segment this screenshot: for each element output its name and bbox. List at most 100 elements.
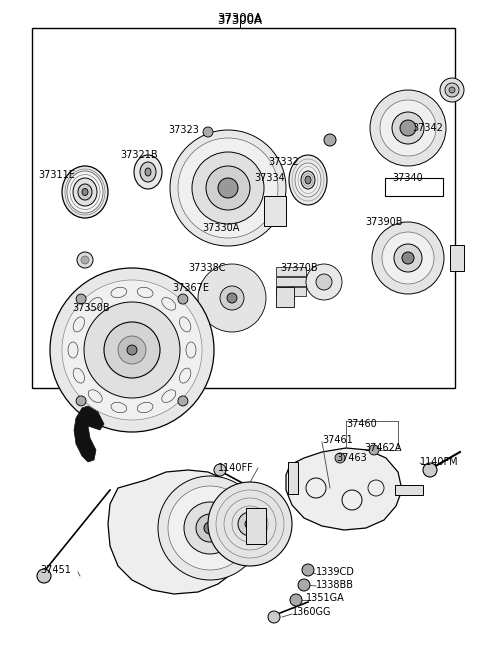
Circle shape [302, 564, 314, 576]
Polygon shape [168, 142, 284, 242]
Bar [288, 462, 298, 494]
Circle shape [77, 252, 93, 268]
Ellipse shape [78, 184, 92, 200]
Text: 37461: 37461 [322, 435, 353, 445]
Polygon shape [354, 82, 454, 172]
Circle shape [449, 87, 455, 93]
Circle shape [196, 514, 224, 542]
Bar [450, 245, 464, 271]
Circle shape [127, 345, 137, 355]
Circle shape [369, 445, 379, 455]
Circle shape [50, 268, 214, 432]
Text: 37390B: 37390B [365, 217, 403, 227]
Circle shape [372, 222, 444, 294]
Circle shape [192, 152, 264, 224]
Circle shape [382, 232, 434, 284]
Text: 37460: 37460 [346, 419, 377, 429]
Circle shape [170, 130, 286, 246]
Circle shape [290, 594, 302, 606]
Circle shape [178, 294, 188, 304]
Circle shape [198, 264, 266, 332]
Circle shape [394, 244, 422, 272]
Bar [32, 28, 455, 388]
Text: 1140FM: 1140FM [420, 457, 458, 467]
Polygon shape [192, 120, 222, 142]
Text: 37451: 37451 [40, 565, 71, 575]
Circle shape [211, 297, 221, 307]
Text: 37340: 37340 [392, 173, 423, 183]
Circle shape [214, 464, 226, 476]
Circle shape [81, 256, 89, 264]
Circle shape [76, 294, 86, 304]
Circle shape [168, 486, 252, 570]
Text: 1140FF: 1140FF [218, 463, 254, 473]
Circle shape [245, 519, 255, 529]
Circle shape [316, 274, 332, 290]
Circle shape [402, 252, 414, 264]
Ellipse shape [301, 171, 315, 189]
Ellipse shape [140, 162, 156, 182]
Text: 1339CD: 1339CD [316, 567, 355, 577]
Text: 37350B: 37350B [72, 303, 109, 313]
Bar [276, 267, 306, 276]
Circle shape [306, 264, 342, 300]
Circle shape [220, 286, 244, 310]
Circle shape [62, 280, 202, 420]
Text: 37334: 37334 [254, 173, 285, 183]
Ellipse shape [62, 166, 108, 218]
Circle shape [400, 120, 416, 136]
Circle shape [298, 579, 310, 591]
Circle shape [104, 322, 160, 378]
Text: 37463: 37463 [336, 453, 367, 463]
Text: 37370B: 37370B [280, 263, 318, 273]
Circle shape [392, 112, 424, 144]
Circle shape [380, 100, 436, 156]
Text: 37300A: 37300A [217, 14, 263, 27]
Ellipse shape [73, 178, 97, 206]
Bar [276, 277, 306, 286]
Polygon shape [74, 406, 104, 462]
Circle shape [324, 134, 336, 146]
Polygon shape [360, 216, 450, 300]
Circle shape [445, 83, 459, 97]
Circle shape [178, 138, 278, 238]
Circle shape [37, 569, 51, 583]
Bar [276, 287, 294, 307]
Ellipse shape [67, 171, 103, 213]
Ellipse shape [305, 176, 311, 184]
Text: 37300A: 37300A [217, 12, 263, 25]
Circle shape [76, 396, 86, 406]
Bar [395, 485, 423, 495]
Polygon shape [286, 448, 402, 530]
Text: 1338BB: 1338BB [316, 580, 354, 590]
Ellipse shape [82, 188, 88, 195]
Text: 37323: 37323 [168, 125, 199, 135]
Bar [264, 196, 286, 226]
Circle shape [440, 78, 464, 102]
Text: 37342: 37342 [412, 123, 443, 133]
Circle shape [178, 396, 188, 406]
Circle shape [158, 476, 262, 580]
Circle shape [238, 512, 262, 536]
Text: 37332: 37332 [268, 157, 299, 167]
Text: 37462A: 37462A [364, 443, 401, 453]
Ellipse shape [295, 163, 321, 197]
Ellipse shape [289, 155, 327, 205]
Circle shape [203, 127, 213, 137]
Circle shape [118, 336, 146, 364]
Ellipse shape [134, 155, 162, 189]
Circle shape [335, 453, 345, 463]
Circle shape [370, 90, 446, 166]
Text: 1360GG: 1360GG [292, 607, 332, 617]
Circle shape [218, 178, 238, 198]
Ellipse shape [145, 168, 151, 176]
Circle shape [268, 611, 280, 623]
Circle shape [84, 302, 180, 398]
Polygon shape [264, 254, 344, 320]
Circle shape [208, 482, 292, 566]
Circle shape [227, 293, 237, 303]
Text: 1351GA: 1351GA [306, 593, 345, 603]
Polygon shape [182, 258, 276, 344]
Circle shape [184, 502, 236, 554]
Bar [246, 508, 266, 544]
